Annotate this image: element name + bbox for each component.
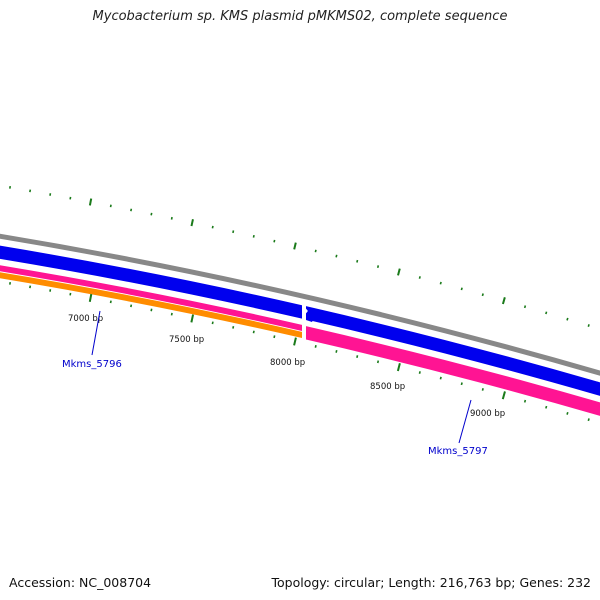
reverse-feature-track [0, 265, 600, 416]
inner-tick [501, 391, 506, 400]
outer-tick [481, 293, 484, 297]
inner-tick [88, 293, 93, 303]
inner-tick [211, 321, 214, 325]
gene-label-leader [91, 310, 101, 356]
reverse-gene-orange[interactable] [0, 272, 600, 415]
outer-tick [150, 212, 153, 216]
inner-tick [190, 314, 195, 323]
gene-label-mkms-5797[interactable]: Mkms_5797 [428, 446, 488, 457]
scale-label: 9000 bp [470, 409, 505, 419]
map-title: Mycobacterium sp. KMS plasmid pMKMS02, c… [92, 9, 508, 24]
outer-tick [460, 287, 463, 291]
outer-tick [190, 219, 194, 227]
gene-labels: Mkms_5796 Mkms_5797 [62, 310, 488, 457]
gene-arrow-mkms-5797[interactable] [0, 249, 600, 396]
gene-label-mkms-5796[interactable]: Mkms_5796 [62, 359, 122, 370]
inner-tick [314, 345, 317, 348]
outer-tick-ring [9, 186, 590, 327]
topology-summary: Topology: circular; Length: 216,763 bp; … [271, 575, 592, 590]
reverse-gene-pink-left[interactable] [0, 265, 600, 408]
scale-label: 8500 bp [370, 382, 405, 392]
inner-tick [335, 350, 338, 353]
inner-tick [356, 355, 359, 358]
outer-tick [418, 276, 421, 279]
outer-tick [170, 216, 173, 220]
reverse-gene-pink-right[interactable] [0, 269, 600, 416]
inner-tick [273, 335, 276, 339]
inner-tick-ring [9, 282, 590, 422]
outer-tick [439, 281, 442, 285]
inner-tick [587, 418, 590, 422]
outer-tick [397, 268, 401, 276]
arrow-head [302, 304, 308, 318]
outer-tick [356, 259, 359, 263]
inner-tick [170, 312, 173, 316]
outer-tick [211, 225, 214, 229]
scale-labels: 7000 bp 7500 bp 8000 bp 8500 bp 9000 bp [68, 314, 505, 419]
outer-tick [545, 311, 548, 315]
inner-tick [376, 360, 380, 364]
outer-tick [314, 249, 317, 253]
arrow-tail [306, 310, 316, 322]
inner-tick [523, 399, 527, 403]
accession-label: Accession: NC_008704 [9, 575, 152, 590]
inner-tick [566, 411, 569, 415]
gene-label-leader [458, 399, 472, 444]
outer-tick [273, 239, 276, 243]
inner-tick [293, 337, 297, 346]
scale-label: 7500 bp [169, 335, 204, 345]
inner-tick [460, 382, 463, 386]
scale-label: 7000 bp [68, 314, 103, 324]
backbone-track [0, 233, 600, 376]
outer-tick [252, 234, 255, 238]
outer-tick [501, 297, 506, 305]
inner-tick [418, 371, 421, 374]
inner-tick [232, 325, 235, 329]
inner-tick [396, 362, 401, 372]
outer-tick [88, 198, 93, 206]
scale-label: 8000 bp [270, 358, 305, 368]
forward-cds-track [0, 245, 600, 396]
inner-tick [252, 330, 255, 334]
inner-tick [545, 405, 548, 409]
outer-tick [293, 242, 297, 250]
outer-tick [232, 230, 235, 234]
inner-tick [481, 388, 484, 391]
outer-tick [523, 305, 527, 309]
outer-tick [587, 324, 590, 327]
outer-tick [335, 254, 338, 258]
inner-tick [439, 376, 442, 380]
outer-tick [566, 317, 569, 321]
outer-tick [376, 265, 380, 268]
gene-arrow-mkms-5796[interactable] [0, 245, 600, 392]
